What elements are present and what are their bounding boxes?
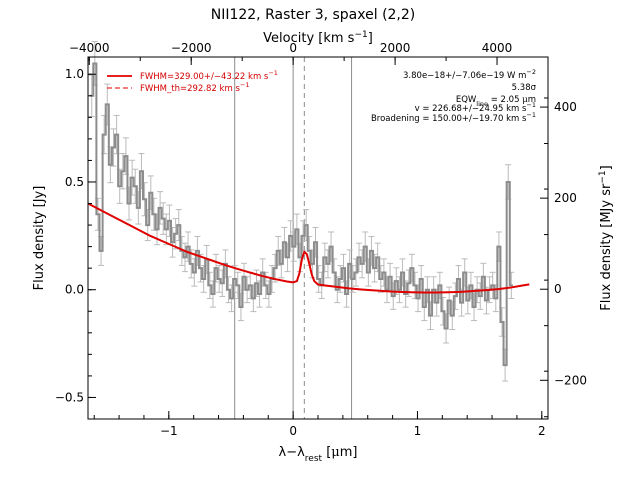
y-tick-label: −0.5 xyxy=(55,390,84,404)
top-tick-label: 0 xyxy=(289,41,297,55)
right-tick-label: 200 xyxy=(554,191,577,205)
x-axis-label: λ−λrest [μm] xyxy=(279,445,358,464)
fit-curve xyxy=(87,202,530,294)
top-tick-label: −4000 xyxy=(69,41,110,55)
x-tick-label: 1 xyxy=(414,424,422,438)
annotation-broadening: Broadening = 150.00+/−19.70 km s−1 xyxy=(371,111,536,124)
right-axis-ticks: −200 0 200 400 xyxy=(540,97,587,418)
spectrum-series xyxy=(88,40,515,382)
annotation-flux: 3.80e−18+/−7.06e−19 W m−2 xyxy=(403,68,536,81)
legend-label-fwhm-th: FWHM_th=292.82 km s−1 xyxy=(140,81,249,94)
annotation-significance: 5.38σ xyxy=(512,83,537,93)
top-axis-label: Velocity [km s−1] xyxy=(263,30,373,46)
x-tick-label: 2 xyxy=(538,424,546,438)
x-tick-label: 0 xyxy=(289,424,297,438)
top-tick-label: 2000 xyxy=(380,41,411,55)
legend: FWHM=329.00+/−43.22 km s−1 FWHM_th=292.8… xyxy=(107,69,278,94)
right-tick-label: −200 xyxy=(554,373,587,387)
y-axis-label: Flux density [Jy] xyxy=(32,186,47,291)
left-axis-ticks: −0.5 0.0 0.5 1.0 xyxy=(55,67,96,420)
y-tick-label: 0.0 xyxy=(65,283,84,297)
y-tick-label: 0.5 xyxy=(65,175,84,189)
top-tick-label: 4000 xyxy=(482,41,513,55)
top-tick-label: −2000 xyxy=(171,41,212,55)
spectrum-steps xyxy=(90,62,513,367)
fit-annotations: 3.80e−18+/−7.06e−19 W m−2 5.38σ EQWline … xyxy=(371,68,537,124)
x-tick-label: −1 xyxy=(160,424,178,438)
annotation-eqw: EQWline = 2.05 μm xyxy=(456,95,536,108)
right-axis-label: Flux density [MJy sr−1] xyxy=(598,165,614,310)
top-axis-ticks: −4000 −2000 0 2000 4000 xyxy=(69,41,549,65)
fit-series xyxy=(87,202,530,294)
legend-label-fwhm: FWHM=329.00+/−43.22 km s−1 xyxy=(140,69,278,82)
right-tick-label: 400 xyxy=(554,100,577,114)
annotation-velocity: v = 226.68+/−24.95 km s−1 xyxy=(415,101,536,114)
reference-lines xyxy=(234,57,353,419)
chart-title: NII122, Raster 3, spaxel (2,2) xyxy=(211,7,416,23)
right-tick-label: 0 xyxy=(554,282,562,296)
bottom-axis-ticks: −1 0 1 2 xyxy=(93,411,546,438)
y-tick-label: 1.0 xyxy=(65,67,84,81)
